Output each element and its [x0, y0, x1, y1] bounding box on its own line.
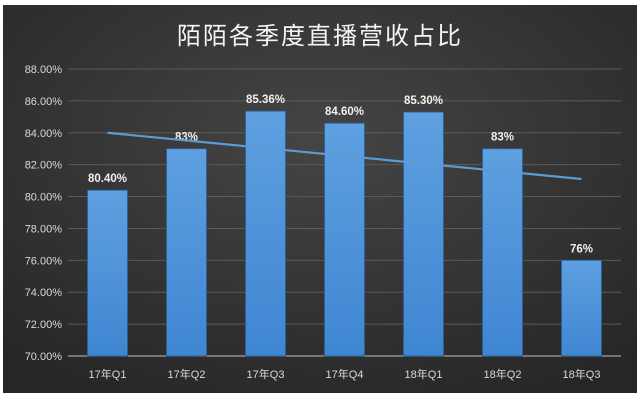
y-tick-label: 72.00%	[25, 319, 63, 331]
data-label: 85.36%	[246, 94, 285, 106]
y-tick-label: 84.00%	[25, 128, 63, 140]
bar	[245, 110, 286, 357]
bar	[324, 122, 365, 357]
bar	[403, 111, 444, 357]
bar	[166, 148, 207, 357]
y-tick-label: 70.00%	[25, 351, 63, 363]
x-tick-label: 17年Q4	[326, 367, 364, 381]
y-tick-label: 74.00%	[25, 287, 63, 299]
y-tick-label: 88.00%	[25, 64, 63, 76]
data-label: 76%	[570, 243, 593, 255]
data-label: 83%	[491, 132, 514, 144]
data-label: 84.60%	[325, 106, 364, 118]
x-tick-label: 18年Q1	[405, 367, 443, 381]
y-tick-label: 86.00%	[25, 96, 63, 108]
bar	[87, 189, 128, 357]
y-tick-label: 76.00%	[25, 255, 63, 267]
trendline	[107, 131, 582, 181]
bar	[482, 148, 523, 357]
y-tick-label: 82.00%	[25, 160, 63, 172]
data-label: 80.40%	[88, 173, 127, 185]
x-tick-label: 17年Q3	[247, 367, 285, 381]
x-tick-label: 18年Q2	[484, 367, 522, 381]
x-tick-label: 17年Q2	[168, 367, 206, 381]
chart-title: 陌陌各季度直播营收占比	[177, 22, 463, 50]
data-label: 85.30%	[404, 95, 443, 107]
y-tick-label: 78.00%	[25, 223, 63, 235]
y-tick-label: 80.00%	[25, 192, 63, 204]
x-tick-label: 17年Q1	[89, 367, 127, 381]
bar	[561, 259, 602, 357]
x-tick-label: 18年Q3	[563, 367, 601, 381]
